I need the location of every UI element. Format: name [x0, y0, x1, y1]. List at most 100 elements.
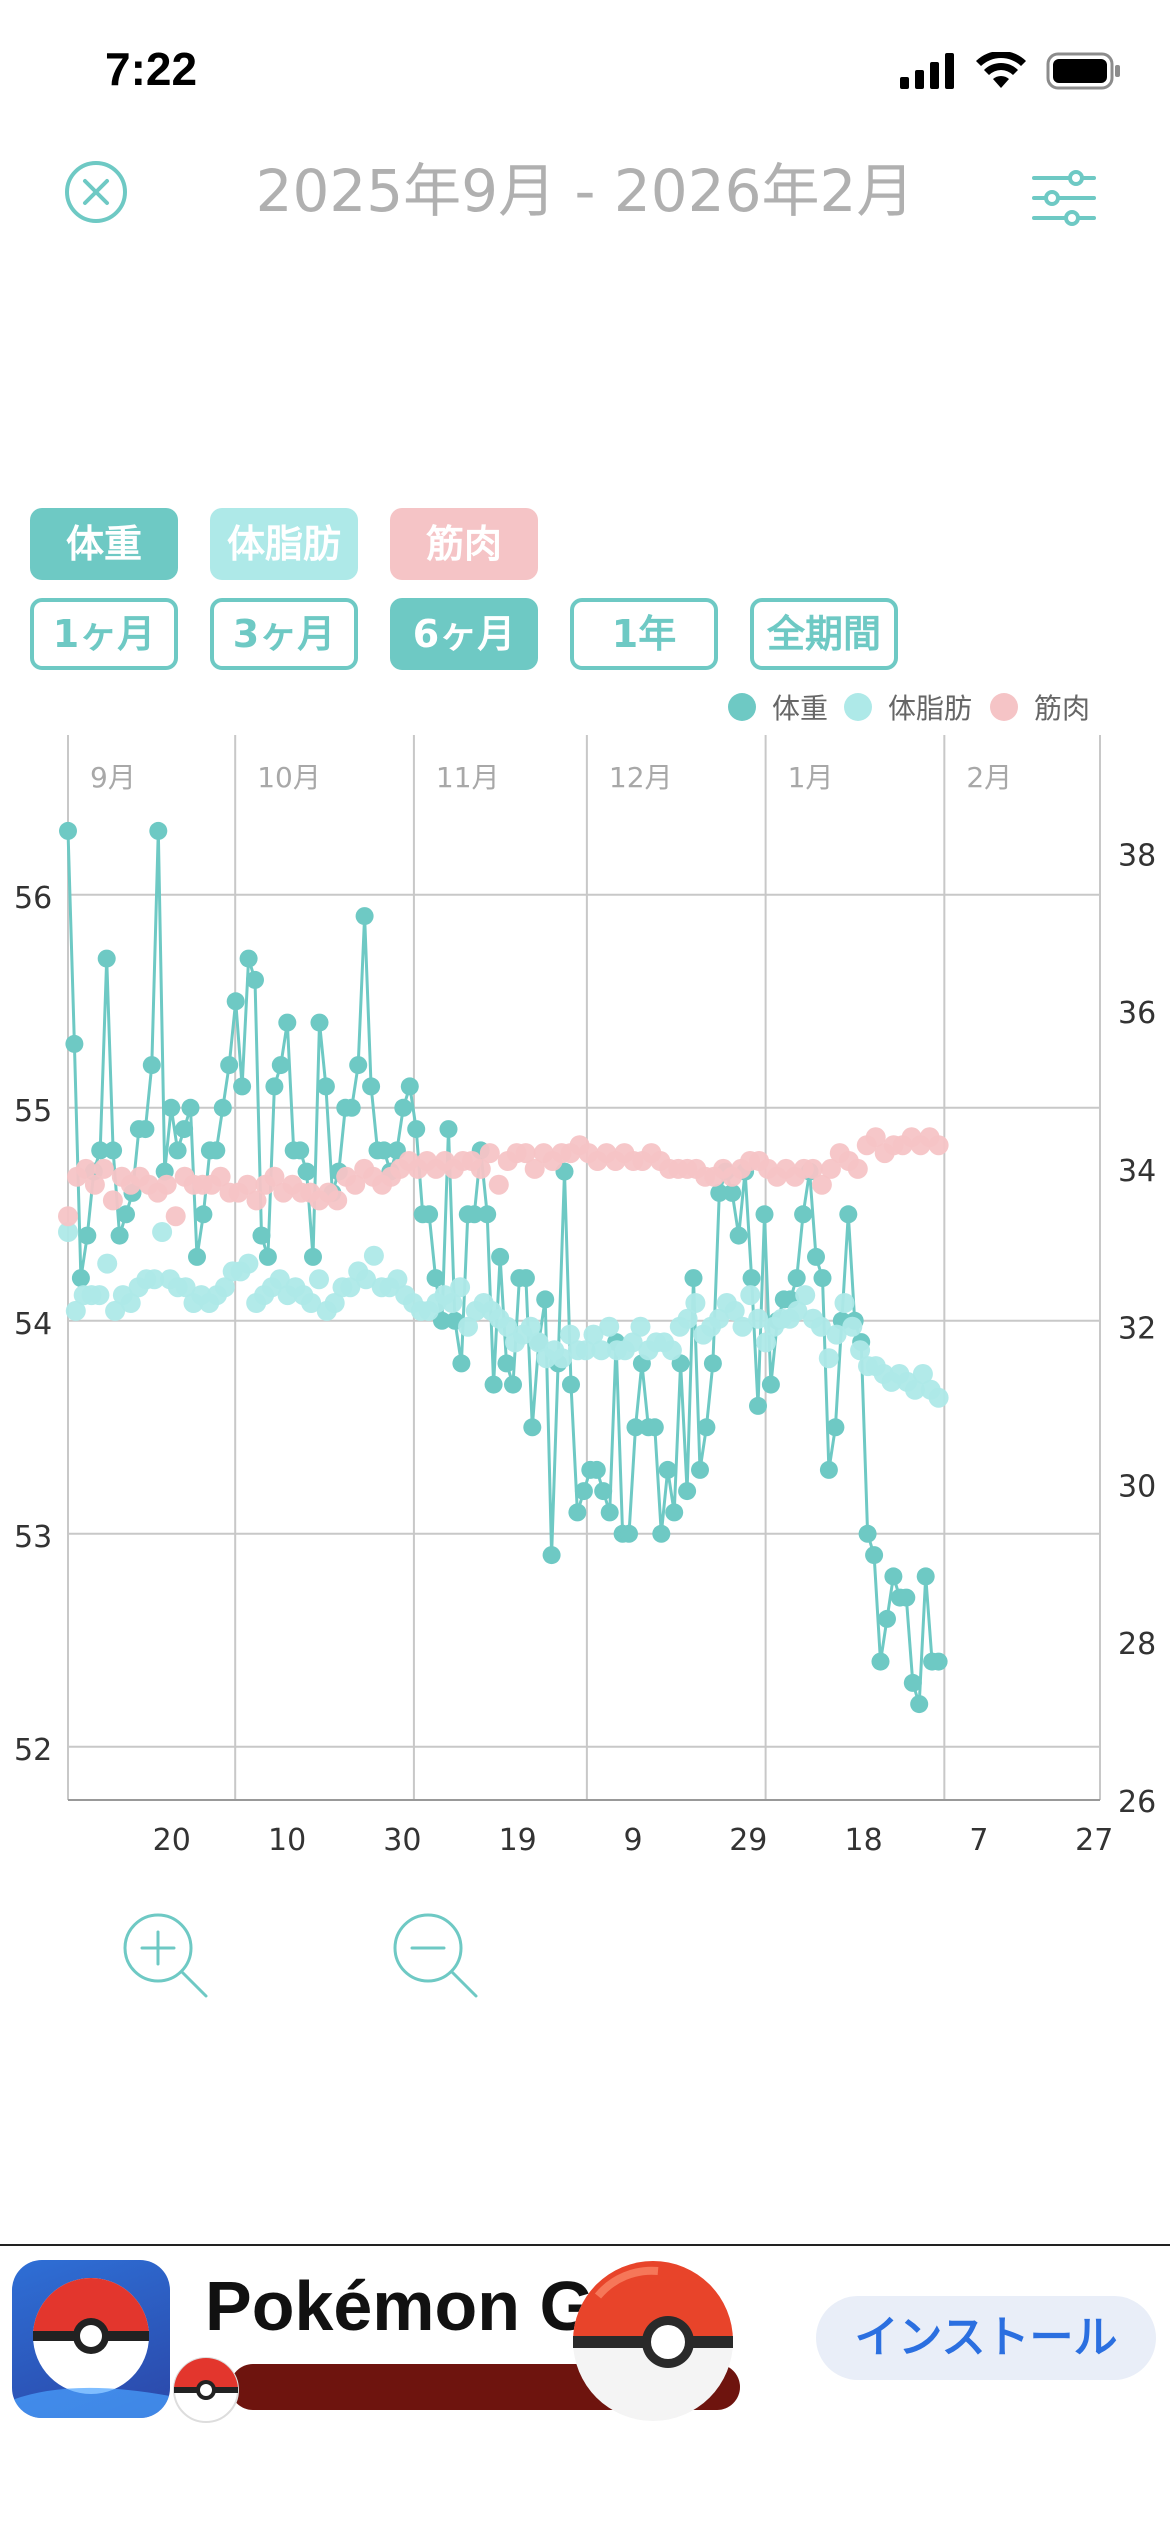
month-label: 9月	[90, 761, 136, 794]
data-point	[89, 1285, 110, 1306]
data-point	[749, 1396, 767, 1415]
month-label: 1月	[788, 761, 834, 794]
data-point	[97, 1253, 118, 1274]
data-point	[144, 1269, 165, 1290]
data-point	[181, 1098, 200, 1117]
data-point	[524, 1158, 545, 1179]
data-point	[685, 1293, 706, 1313]
data-point	[787, 1300, 808, 1321]
data-point	[905, 1379, 925, 1400]
range-tab-3-months[interactable]: 3ヶ月	[210, 598, 358, 670]
data-point	[324, 1293, 345, 1313]
data-point	[928, 1387, 949, 1408]
data-point	[897, 1588, 916, 1607]
large-pokeball-icon	[573, 2261, 733, 2421]
zoom-out-icon[interactable]	[390, 1910, 480, 2000]
data-point	[304, 1247, 322, 1266]
month-label: 2月	[966, 761, 1012, 794]
data-point	[168, 1141, 187, 1160]
data-point	[630, 1316, 651, 1337]
data-point	[110, 1226, 129, 1245]
data-point	[97, 949, 116, 968]
y-right-tick-label: 26	[1118, 1785, 1156, 1820]
data-point	[478, 1205, 497, 1224]
status-bar: 7:22	[0, 0, 1170, 140]
data-point	[71, 1269, 90, 1288]
data-point	[452, 1354, 471, 1373]
pokeball-icon	[12, 2278, 170, 2418]
data-point	[652, 1524, 671, 1543]
data-point	[458, 1316, 478, 1337]
data-point	[684, 1269, 703, 1288]
data-point	[755, 1205, 774, 1224]
data-point	[523, 1418, 542, 1437]
close-icon[interactable]	[64, 160, 128, 224]
zoom-in-icon[interactable]	[120, 1910, 210, 2000]
range-tab-1-year[interactable]: 1年	[570, 598, 718, 670]
metric-tab-muscle[interactable]: 筋肉	[390, 508, 538, 580]
x-tick-label: 18	[845, 1823, 883, 1858]
metric-tab-body-fat[interactable]: 体脂肪	[210, 508, 358, 580]
install-button[interactable]: インストール	[816, 2296, 1156, 2380]
data-point	[626, 1418, 645, 1437]
data-point	[528, 1332, 549, 1353]
data-point	[210, 1166, 231, 1187]
month-label: 10月	[257, 761, 321, 794]
data-point	[117, 1205, 135, 1224]
sliders-icon[interactable]	[1032, 170, 1096, 226]
data-point	[175, 1120, 194, 1139]
signal-icon	[900, 53, 954, 89]
data-point	[362, 1077, 381, 1096]
y-left-tick-label: 54	[14, 1307, 52, 1342]
data-point	[265, 1077, 284, 1096]
data-point	[709, 1308, 729, 1329]
data-point	[237, 1174, 258, 1195]
x-tick-label: 9	[623, 1823, 642, 1858]
data-point	[93, 1158, 114, 1179]
data-point	[264, 1166, 285, 1187]
data-point	[536, 1290, 555, 1309]
data-point	[552, 1348, 573, 1369]
data-point	[928, 1135, 949, 1156]
data-point	[878, 1609, 896, 1628]
data-point	[316, 1077, 335, 1096]
data-point	[142, 1056, 161, 1075]
data-point	[491, 1247, 510, 1266]
data-point	[811, 1174, 832, 1195]
data-point	[568, 1503, 587, 1522]
data-point	[327, 1190, 348, 1211]
legend-marker	[728, 693, 756, 721]
data-point	[497, 1354, 516, 1373]
data-point	[574, 1482, 593, 1501]
data-point	[678, 1482, 697, 1501]
month-label: 12月	[609, 761, 673, 794]
data-point	[820, 1158, 841, 1179]
data-point	[818, 1348, 839, 1369]
data-point	[342, 1098, 361, 1117]
body-composition-chart[interactable]: 52 53 54 55 56 26 28 30 32 34 36 38 9月 10月 11月 12月 1月 2月 2…	[0, 680, 1170, 1860]
data-point	[599, 1316, 620, 1337]
data-point	[213, 1098, 232, 1117]
data-point	[78, 1226, 97, 1245]
app-icon[interactable]	[12, 2260, 170, 2418]
data-point	[207, 1141, 226, 1160]
y-right-tick-label: 30	[1118, 1469, 1156, 1504]
data-point	[871, 1652, 890, 1671]
ad-banner[interactable]: Pokémon GO インストール	[0, 2244, 1170, 2534]
range-tab-6-months[interactable]: 6ヶ月	[390, 598, 538, 670]
data-point	[84, 1174, 105, 1195]
range-tab-all[interactable]: 全期間	[750, 598, 898, 670]
x-tick-label: 10	[268, 1823, 306, 1858]
data-point	[710, 1183, 729, 1202]
data-point	[865, 1546, 884, 1565]
chart-area[interactable]: 52 53 54 55 56 26 28 30 32 34 36 38 9月 10月 11月 12月 1月 2月 2…	[0, 680, 1170, 1860]
page-title: 2025年9月 - 2026年2月	[255, 157, 915, 225]
data-point	[661, 1340, 682, 1361]
data-point	[340, 1277, 361, 1298]
battery-icon	[1046, 52, 1120, 90]
data-point	[120, 1293, 141, 1313]
metric-tab-weight[interactable]: 体重	[30, 508, 178, 580]
data-point	[104, 1141, 123, 1160]
range-tab-1-month[interactable]: 1ヶ月	[30, 598, 178, 670]
x-tick-label: 19	[499, 1823, 537, 1858]
